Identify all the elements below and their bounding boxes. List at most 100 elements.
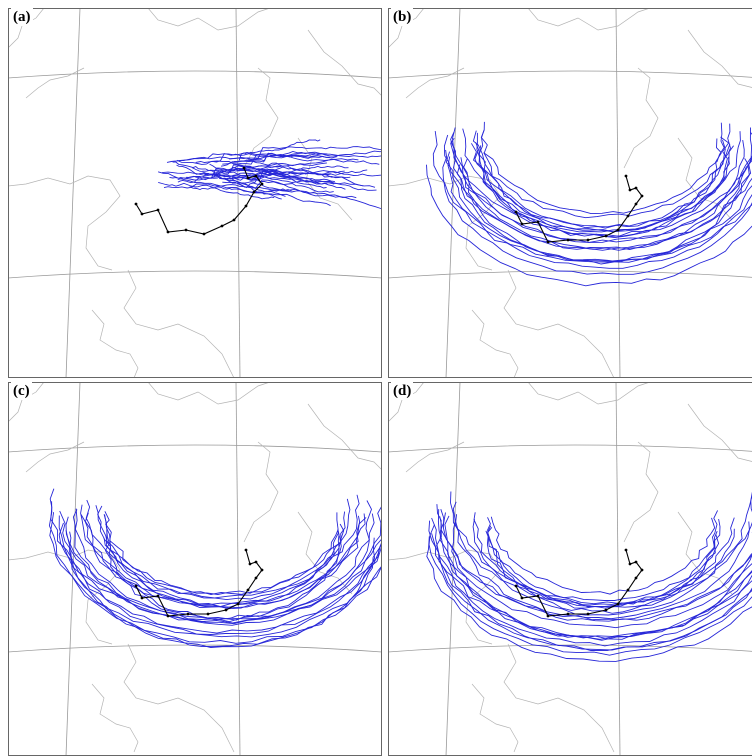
coastline	[624, 442, 658, 542]
observed-track-point	[625, 549, 628, 552]
ensemble-track	[481, 122, 724, 214]
observed-track-point	[635, 203, 638, 206]
ensemble-tracks	[49, 489, 382, 648]
observed-track-point	[167, 231, 170, 234]
observed-track-point	[617, 229, 620, 232]
observed-track-point	[635, 187, 638, 190]
coastline	[504, 644, 614, 752]
coastline	[26, 442, 84, 472]
observed-track-point	[203, 233, 206, 236]
observed-track-point	[635, 577, 638, 580]
graticule	[388, 8, 752, 378]
observed-track-point	[221, 225, 224, 228]
coastline	[624, 68, 658, 168]
observed-track-point	[245, 549, 248, 552]
observed-track-point	[521, 223, 524, 226]
observed-track-point	[537, 221, 540, 224]
observed-track-point	[249, 563, 252, 566]
observed-track-point	[567, 239, 570, 242]
longitude-line	[616, 382, 620, 756]
panel-a: (a)	[8, 8, 382, 378]
coastline	[148, 382, 270, 404]
ensemble-track	[158, 172, 331, 206]
ensemble-track	[488, 526, 719, 608]
longitude-line	[446, 382, 460, 756]
observed-track-point	[627, 589, 630, 592]
observed-track-point	[167, 615, 170, 618]
panel-b-map	[388, 8, 752, 378]
ensemble-track	[451, 132, 752, 237]
coastline	[528, 8, 650, 30]
observed-track-point	[617, 603, 620, 606]
ensemble-track	[453, 497, 752, 604]
observed-track-point	[629, 563, 632, 566]
coastline	[308, 404, 382, 470]
coastline	[388, 176, 500, 270]
observed-track-point	[261, 569, 264, 572]
observed-track-point	[225, 609, 228, 612]
coastlines	[8, 382, 382, 752]
observed-track-point	[515, 585, 518, 588]
coastline	[92, 684, 138, 752]
coastline	[688, 404, 752, 470]
observed-track-point	[157, 595, 160, 598]
coastline	[148, 8, 270, 30]
observed-track-point	[245, 205, 248, 208]
observed-track-point	[243, 167, 246, 170]
observed-track-point	[625, 175, 628, 178]
observed-track-point	[641, 569, 644, 572]
coastline	[472, 310, 518, 378]
observed-track-point	[587, 613, 590, 616]
coastline	[504, 270, 614, 378]
panel-frame	[9, 9, 382, 378]
observed-track-point	[629, 189, 632, 192]
ensemble-track	[451, 132, 752, 242]
panel-d: (d)	[388, 382, 752, 756]
ensemble-tracks	[427, 122, 752, 286]
longitude-line	[66, 382, 80, 756]
ensemble-track	[491, 517, 714, 594]
coastline	[244, 442, 278, 542]
latitude-line	[388, 271, 752, 278]
ensemble-track	[437, 504, 752, 620]
panel-c: (c)	[8, 382, 382, 756]
coastline	[124, 270, 234, 378]
observed-track-point	[547, 241, 550, 244]
ensemble-track	[471, 143, 733, 232]
observed-track-point	[185, 229, 188, 232]
ensemble-tracks	[158, 140, 382, 213]
panel-b-label: (b)	[391, 8, 413, 26]
ensemble-track	[488, 517, 721, 605]
observed-track-point	[237, 603, 240, 606]
observed-track-point	[157, 209, 160, 212]
coastline	[26, 68, 84, 98]
observed-track-point	[515, 211, 518, 214]
observed-track-point	[605, 235, 608, 238]
latitude-line	[8, 271, 382, 278]
observed-track-point	[627, 215, 630, 218]
coastline	[406, 68, 464, 98]
observed-track-point	[255, 561, 258, 564]
panel-a-label: (a)	[11, 8, 33, 26]
coastline	[688, 30, 752, 96]
longitude-line	[66, 8, 80, 378]
observed-track-point	[521, 597, 524, 600]
observed-track-point	[635, 561, 638, 564]
observed-track-point	[641, 195, 644, 198]
observed-track-line	[136, 550, 262, 616]
panel-d-map	[388, 382, 752, 756]
observed-track-point	[247, 177, 250, 180]
longitude-line	[236, 382, 240, 756]
coastline	[472, 684, 518, 752]
panel-frame	[389, 9, 752, 378]
graticule	[8, 8, 382, 378]
observed-track-point	[255, 577, 258, 580]
observed-track	[515, 175, 644, 244]
observed-track-point	[547, 615, 550, 618]
observed-track-point	[261, 183, 264, 186]
observed-track-point	[567, 613, 570, 616]
ensemble-tracks	[427, 489, 752, 661]
observed-track-point	[255, 175, 258, 178]
panel-d-label: (d)	[391, 382, 413, 400]
